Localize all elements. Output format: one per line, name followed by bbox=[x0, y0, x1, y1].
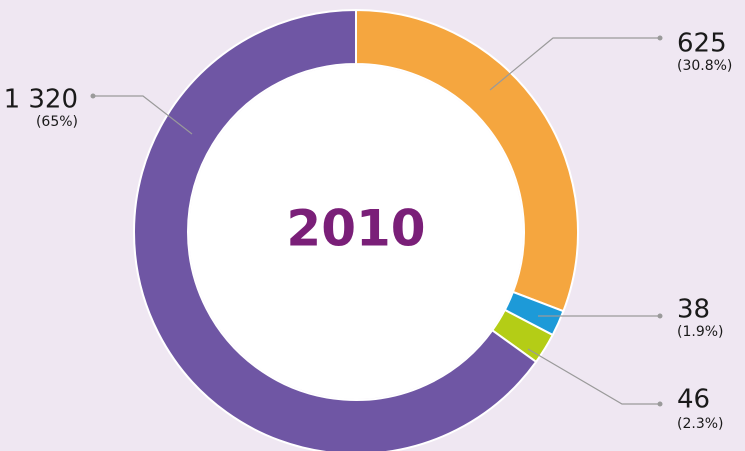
value-label: 1 320 bbox=[4, 85, 78, 115]
leader-line bbox=[527, 348, 660, 405]
donut-hole bbox=[189, 65, 523, 399]
leader-line bbox=[489, 37, 660, 91]
percent-label: (1.9%) bbox=[677, 324, 724, 340]
leader-line bbox=[93, 95, 193, 135]
value-label: 625 bbox=[677, 29, 727, 59]
percent-label: (2.3%) bbox=[677, 416, 724, 432]
percent-label: (30.8%) bbox=[677, 58, 732, 74]
value-label: 46 bbox=[677, 385, 710, 415]
donut-slice bbox=[133, 8, 538, 451]
percent-label: (65%) bbox=[36, 114, 78, 130]
value-label: 38 bbox=[677, 295, 710, 325]
center-title: 2010 bbox=[286, 200, 425, 258]
leader-dot bbox=[90, 93, 96, 99]
leader-dot bbox=[657, 35, 663, 41]
leader-dot bbox=[657, 401, 663, 407]
leader-dot bbox=[657, 313, 663, 319]
